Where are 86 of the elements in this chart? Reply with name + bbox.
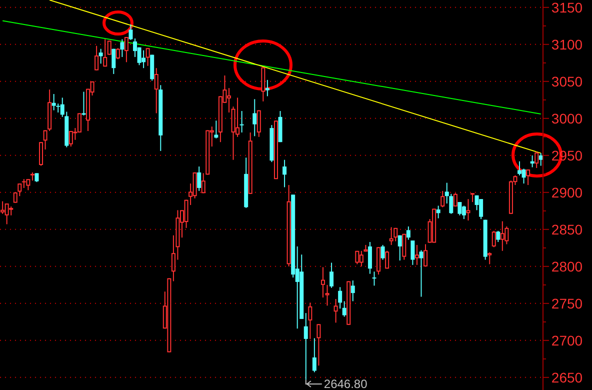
candlestick xyxy=(368,241,372,274)
candlestick xyxy=(240,110,244,133)
candlestick xyxy=(52,93,56,111)
candlestick xyxy=(98,48,103,64)
y-tick-label: 2650 xyxy=(551,369,583,386)
candlestick xyxy=(320,266,325,298)
candlestick xyxy=(436,205,440,219)
candlestick xyxy=(265,79,270,97)
candlestick xyxy=(94,45,99,71)
candlestick xyxy=(192,172,197,199)
candlestick xyxy=(394,227,398,242)
y-tick-label: 2700 xyxy=(551,332,583,348)
candlestick xyxy=(500,220,504,252)
candlestick xyxy=(488,252,492,265)
candlestick xyxy=(39,142,44,166)
candlestick xyxy=(334,298,338,324)
candlestick xyxy=(359,250,364,267)
candlestick xyxy=(466,198,470,222)
annotation: 2646.80 xyxy=(324,377,368,390)
y-tick-label: 2850 xyxy=(551,221,583,238)
candlestick xyxy=(146,48,150,66)
candlestick xyxy=(120,38,124,58)
candlestick xyxy=(154,68,158,114)
y-tick-label: 3050 xyxy=(551,73,583,90)
candlestick xyxy=(226,88,231,113)
candlestick xyxy=(77,112,82,133)
candlestick xyxy=(308,302,312,340)
y-tick-label: 3150 xyxy=(551,0,583,16)
candlestick xyxy=(492,230,496,248)
candlestick xyxy=(261,66,266,102)
candlestick xyxy=(402,233,406,260)
candlestick xyxy=(526,168,530,186)
candlestick xyxy=(534,151,539,168)
candlestick xyxy=(68,130,73,148)
candlestick xyxy=(462,205,466,220)
candlestick xyxy=(150,54,154,82)
candlestick xyxy=(256,110,261,138)
candlestick xyxy=(124,36,128,63)
candlestick xyxy=(197,166,202,192)
candlestick xyxy=(385,250,390,270)
candlestick xyxy=(214,120,218,139)
candlestick xyxy=(389,226,394,246)
candlestick xyxy=(26,178,30,191)
y-tick-label: 2800 xyxy=(551,258,583,274)
candlestick xyxy=(342,300,346,318)
candlestick xyxy=(410,240,415,266)
candlestick xyxy=(330,262,334,288)
candlestick xyxy=(406,226,410,240)
candlestick xyxy=(355,250,360,265)
candlestick xyxy=(398,234,402,261)
candlestick xyxy=(419,250,424,298)
candlestick xyxy=(453,192,458,207)
candlestick xyxy=(496,230,500,242)
candlestick xyxy=(252,98,257,137)
candlestick xyxy=(479,198,484,220)
candlestick xyxy=(107,40,112,56)
candlestick xyxy=(4,203,9,225)
y-tick-label: 3100 xyxy=(551,36,583,52)
candlestick xyxy=(116,48,120,60)
candlestick xyxy=(372,271,376,286)
candlestick xyxy=(522,168,526,184)
candlestick xyxy=(112,48,116,75)
candlestick xyxy=(128,24,133,40)
candlestick xyxy=(538,152,543,166)
candlestick xyxy=(518,160,522,176)
candlestick xyxy=(376,246,381,276)
candlestick xyxy=(312,338,316,373)
candlestick xyxy=(350,280,355,302)
candlestick xyxy=(424,244,428,267)
candlestick xyxy=(440,190,445,208)
candlestick xyxy=(380,244,385,260)
candlestick xyxy=(282,159,287,188)
candlestick xyxy=(458,202,462,216)
candlestick xyxy=(304,312,308,380)
candlestick xyxy=(103,38,108,68)
y-tick-label: 2750 xyxy=(551,295,583,312)
y-tick-label: 3000 xyxy=(551,110,583,126)
candlestick xyxy=(530,154,534,168)
candlestick xyxy=(325,284,330,306)
candlestick xyxy=(414,244,419,266)
candlestick xyxy=(82,91,86,116)
candlestick xyxy=(0,200,5,214)
candlestick xyxy=(316,324,321,366)
candlestick xyxy=(142,50,146,69)
y-tick-label: 2900 xyxy=(551,184,583,200)
candlestick xyxy=(338,286,342,310)
